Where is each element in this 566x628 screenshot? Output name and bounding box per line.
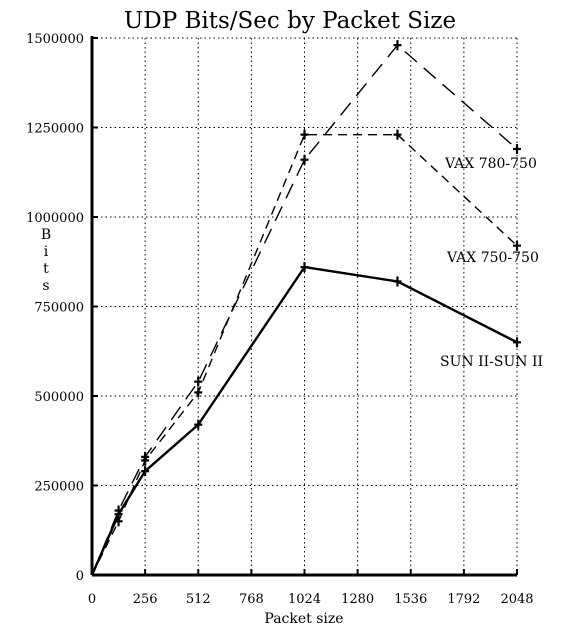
x-tick-label: 0: [88, 592, 96, 607]
grid: [92, 37, 518, 575]
y-tick-label: 1000000: [26, 211, 84, 226]
y-tick-label: 1500000: [26, 32, 84, 47]
series-label: SUN II-SUN II: [440, 354, 543, 370]
x-tick-label: 1536: [394, 592, 427, 607]
y-axis-label: Bits: [41, 227, 51, 294]
y-tick-label: 500000: [34, 390, 84, 405]
x-tick-label: 1024: [288, 592, 321, 607]
x-tick-label: 2048: [500, 592, 533, 607]
series-labels: VAX 780-750 VAX 750-750 SUN II-SUN II: [440, 156, 543, 370]
x-tick-label: 1280: [341, 592, 374, 607]
x-axis-label: Packet size: [264, 611, 343, 627]
series-label: VAX 780-750: [444, 156, 537, 172]
axes: [90, 36, 518, 577]
y-tick-label: 1250000: [26, 122, 84, 137]
x-tick-label: 256: [133, 592, 158, 607]
y-axis-label-char: s: [42, 278, 49, 294]
y-axis-label-char: B: [41, 227, 51, 243]
series-label: VAX 750-750: [446, 250, 539, 266]
tick-labels: 0 256 512 768 1024 1280 1536 1792 2048 0 250000 500…: [26, 32, 533, 607]
y-tick-label: 0: [76, 569, 84, 584]
y-axis-label-char: i: [44, 244, 49, 260]
y-tick-label: 750000: [34, 301, 84, 316]
y-axis-label-char: t: [43, 261, 49, 277]
y-tick-label: 250000: [34, 480, 84, 495]
chart-title: UDP Bits/Sec by Packet Size: [124, 8, 456, 34]
series-layer: [90, 40, 521, 576]
x-tick-label: 768: [239, 592, 264, 607]
x-tick-label: 1792: [447, 592, 480, 607]
x-tick-label: 512: [186, 592, 211, 607]
